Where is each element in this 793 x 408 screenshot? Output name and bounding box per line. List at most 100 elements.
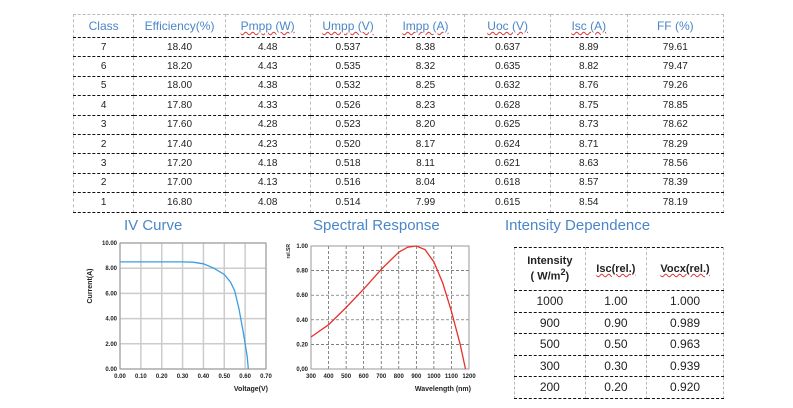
x-tick-label: 0.30 bbox=[177, 374, 189, 380]
table-cell: 200 bbox=[514, 376, 586, 399]
table-cell: 0.537 bbox=[309, 37, 387, 58]
table-cell: 7 bbox=[72, 37, 135, 58]
y-axis-label: rel.SR bbox=[286, 244, 292, 259]
table-row: 1 16.80 4.08 0.514 7.99 0.615 8.54 78.19 bbox=[72, 192, 725, 213]
table-cell: 78.19 bbox=[626, 192, 725, 213]
x-tick-label: 300 bbox=[306, 374, 317, 380]
x-tick-label: 500 bbox=[341, 374, 352, 380]
table-cell: 1000 bbox=[514, 290, 586, 313]
table-cell: 8.25 bbox=[385, 76, 466, 97]
x-tick-label: 1100 bbox=[445, 374, 459, 380]
x-tick-label: 0.50 bbox=[218, 374, 230, 380]
y-tick-label: 0.00 bbox=[105, 367, 117, 373]
y-tick-label: 0.40 bbox=[296, 318, 308, 324]
table-cell: 0.20 bbox=[584, 376, 648, 399]
table-cell: 7.99 bbox=[385, 192, 466, 213]
table-cell: 3 bbox=[72, 153, 135, 174]
table-row: 3 17.20 4.18 0.518 8.11 0.621 8.63 78.56 bbox=[72, 153, 725, 174]
table-row: 500 0.50 0.963 bbox=[514, 333, 724, 356]
x-tick-label: 400 bbox=[324, 374, 335, 380]
table-cell: 78.85 bbox=[626, 95, 725, 116]
column-header: Umpp (V) bbox=[309, 14, 387, 38]
table-row: 300 0.30 0.939 bbox=[514, 355, 724, 377]
table-cell: 900 bbox=[514, 312, 586, 334]
header-isc: Isc(rel.) bbox=[584, 247, 648, 291]
intensity-dependence-title: Intensity Dependence bbox=[505, 217, 651, 234]
table-row: 6 18.20 4.43 0.535 8.32 0.635 8.82 79.47 bbox=[72, 56, 725, 77]
table-cell: 79.26 bbox=[626, 76, 725, 97]
table-cell: 300 bbox=[514, 355, 586, 377]
y-tick-label: 0,00 bbox=[296, 367, 308, 373]
column-header: Impp (A) bbox=[385, 14, 466, 38]
y-tick-label: 2.00 bbox=[105, 342, 117, 348]
header-vocx: Vocx(rel.) bbox=[646, 247, 724, 291]
y-tick-label: 10.00 bbox=[102, 241, 118, 247]
table-row: 7 18.40 4.48 0.537 8.38 0.637 8.89 79.61 bbox=[72, 37, 725, 58]
table-cell: 4 bbox=[72, 95, 135, 116]
spectral-response-title: Spectral Response bbox=[313, 217, 440, 234]
table-cell: 78.62 bbox=[626, 115, 725, 135]
column-header: Class bbox=[72, 14, 135, 38]
table-cell: 0.514 bbox=[309, 192, 387, 213]
y-tick-label: 0.20 bbox=[296, 342, 308, 348]
plot-frame bbox=[310, 245, 470, 370]
table-cell: 500 bbox=[514, 333, 586, 356]
table-cell: 0.920 bbox=[646, 376, 724, 399]
x-axis-label: Voltage(V) bbox=[234, 386, 268, 393]
table-row: 200 0.20 0.920 bbox=[514, 376, 724, 399]
table-cell: 0.532 bbox=[309, 76, 387, 97]
column-header: Isc (A) bbox=[549, 14, 628, 38]
y-tick-label: 0.80 bbox=[296, 269, 308, 275]
x-tick-label: 1200 bbox=[462, 374, 476, 380]
table-cell: 1.00 bbox=[584, 290, 648, 313]
table-row: 900 0.90 0.989 bbox=[514, 312, 724, 334]
header-intensity: Intensity( W/m2) bbox=[514, 247, 586, 291]
table-cell: 79.47 bbox=[626, 56, 725, 77]
x-tick-label: 0.60 bbox=[239, 374, 251, 380]
table-cell: 8.04 bbox=[385, 173, 466, 194]
table-cell: 5 bbox=[72, 76, 135, 97]
table-row: 5 18.00 4.38 0.532 8.25 0.632 8.76 79.26 bbox=[72, 76, 725, 97]
table-cell: 0.523 bbox=[309, 115, 387, 135]
table-cell: 2 bbox=[72, 173, 135, 194]
table-row: 1000 1.00 1.000 bbox=[514, 290, 724, 313]
column-header: Efficiency(%) bbox=[133, 14, 226, 38]
series-line bbox=[310, 245, 467, 370]
table-cell: 78.56 bbox=[626, 153, 725, 174]
table-cell: 8.20 bbox=[385, 115, 466, 135]
table-cell: 0.520 bbox=[309, 134, 387, 155]
table-cell: 3 bbox=[72, 115, 135, 135]
table-cell: 8.32 bbox=[385, 56, 466, 77]
table-cell: 8.38 bbox=[385, 37, 466, 58]
x-tick-label: 800 bbox=[394, 374, 405, 380]
x-tick-label: 0.20 bbox=[156, 374, 168, 380]
x-tick-label: 900 bbox=[411, 374, 422, 380]
table-cell: 8.11 bbox=[385, 153, 466, 174]
table-cell: 0.516 bbox=[309, 173, 387, 194]
table-row: 4 17.80 4.33 0.526 8.23 0.628 8.75 78.85 bbox=[72, 95, 725, 116]
table-cell: 1.000 bbox=[646, 290, 724, 313]
table-row: 2 17.00 4.13 0.516 8.04 0.618 8.57 78.39 bbox=[72, 173, 725, 194]
table-cell: 0.50 bbox=[584, 333, 648, 356]
x-tick-label: 1000 bbox=[427, 374, 441, 380]
y-tick-label: 8.00 bbox=[105, 266, 117, 272]
table-cell: 6 bbox=[72, 56, 135, 77]
x-tick-label: 600 bbox=[359, 374, 370, 380]
cell-class-table: Class Efficiency(%) Pmpp (W) Umpp (V) Impp (… bbox=[72, 14, 725, 213]
y-tick-label: 1.00 bbox=[296, 244, 308, 250]
x-tick-label: 700 bbox=[376, 374, 387, 380]
x-tick-label: 0.10 bbox=[135, 374, 147, 380]
y-tick-label: 0.60 bbox=[296, 293, 308, 299]
table-cell: 8.23 bbox=[385, 95, 466, 116]
table-cell: 78.39 bbox=[626, 173, 725, 194]
plot-frame bbox=[119, 242, 267, 370]
x-tick-label: 0.40 bbox=[198, 374, 210, 380]
intensity-table: Intensity( W/m2) Isc(rel.) Vocx(rel.) 10… bbox=[514, 247, 724, 399]
table-row: 3 17.60 4.28 0.523 8.20 0.625 8.73 78.62 bbox=[72, 115, 725, 135]
table-cell: 2 bbox=[72, 134, 135, 155]
x-tick-label: 0.70 bbox=[260, 374, 272, 380]
table-cell: 0.526 bbox=[309, 95, 387, 116]
table-row: 2 17.40 4.23 0.520 8.17 0.624 8.71 78.29 bbox=[72, 134, 725, 155]
iv-curve-title: IV Curve bbox=[124, 217, 183, 234]
